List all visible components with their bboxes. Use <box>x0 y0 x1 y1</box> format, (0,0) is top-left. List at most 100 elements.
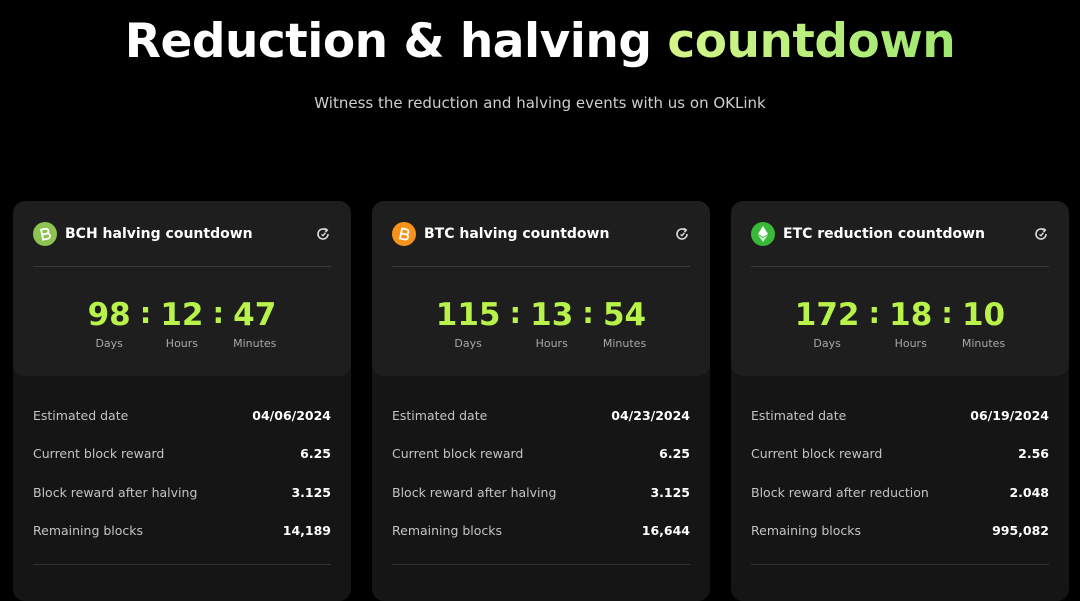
countdown: 172 Days:18 Hours:10 Minutes <box>731 295 1069 350</box>
divider <box>751 564 1049 565</box>
unit-label: Days <box>454 337 482 350</box>
info-row: Current block reward 6.25 <box>392 446 690 461</box>
title-highlight: countdown <box>667 14 956 69</box>
countdown: 115 Days:13 Hours:54 Minutes <box>372 295 710 350</box>
card-header: BTC halving countdown <box>392 222 690 246</box>
countdown-unit: 172 Days <box>795 295 860 350</box>
info-row: Current block reward 2.56 <box>751 446 1049 461</box>
separator: : <box>941 296 953 330</box>
title-text: Reduction & halving <box>124 14 652 69</box>
coin-icon <box>33 222 57 246</box>
info-value: 3.125 <box>291 484 331 500</box>
separator: : <box>582 296 594 330</box>
info-label: Remaining blocks <box>751 522 862 538</box>
info-value: 2.56 <box>1018 446 1049 462</box>
info-value: 16,644 <box>641 522 690 538</box>
divider <box>751 266 1049 267</box>
countdown: 98 Days:12 Hours:47 Minutes <box>13 295 351 350</box>
coin-icon <box>751 222 775 246</box>
countdown-card: BTC halving countdown 115 Days:13 Hours:54 M… <box>372 201 710 601</box>
unit-label: Days <box>813 337 841 350</box>
info-row: Remaining blocks 14,189 <box>33 523 331 538</box>
countdown-unit: 18 Hours <box>889 295 932 350</box>
divider <box>392 564 690 565</box>
card-title: BCH halving countdown <box>65 226 253 242</box>
card-top: ETC reduction countdown 172 Days:18 Hours:1… <box>731 201 1069 376</box>
unit-label: Minutes <box>602 337 647 350</box>
countdown-value: 172 <box>794 297 860 333</box>
countdown-value: 54 <box>602 297 647 333</box>
info-value: 6.25 <box>659 446 690 462</box>
countdown-card: BCH halving countdown 98 Days:12 Hours:47 Mi… <box>13 201 351 601</box>
refresh-button[interactable] <box>1033 226 1049 242</box>
page: Reduction & halving countdown Witness th… <box>0 14 1080 601</box>
countdown-value: 13 <box>530 297 574 333</box>
info-label: Block reward after reduction <box>751 484 929 500</box>
info-row: Block reward after halving 3.125 <box>33 485 331 500</box>
divider <box>33 266 331 267</box>
countdown-value: 18 <box>889 297 933 333</box>
card-top: BTC halving countdown 115 Days:13 Hours:54 M… <box>372 201 710 376</box>
info-row: Estimated date 04/06/2024 <box>33 408 331 423</box>
countdown-unit: 12 Hours <box>160 295 203 350</box>
card-header: ETC reduction countdown <box>751 222 1049 246</box>
countdown-value: 47 <box>233 297 277 333</box>
info-row: Remaining blocks 16,644 <box>392 523 690 538</box>
separator: : <box>212 296 225 330</box>
info-row: Estimated date 04/23/2024 <box>392 408 690 423</box>
countdown-unit: 115 Days <box>436 295 501 350</box>
unit-label: Hours <box>535 337 568 350</box>
unit-label: Days <box>95 337 123 350</box>
info-label: Remaining blocks <box>392 522 503 538</box>
divider <box>33 564 331 565</box>
info-label: Current block reward <box>751 446 883 462</box>
info-label: Block reward after halving <box>33 484 198 500</box>
unit-label: Hours <box>165 337 199 350</box>
separator: : <box>509 296 522 330</box>
info-value: 995,082 <box>992 522 1049 538</box>
countdown-card: ETC reduction countdown 172 Days:18 Hours:1… <box>731 201 1069 601</box>
info-label: Estimated date <box>751 408 847 423</box>
countdown-unit: 10 Minutes <box>962 295 1005 350</box>
refresh-button[interactable] <box>315 226 331 242</box>
card-title: BTC halving countdown <box>424 226 610 242</box>
info-label: Current block reward <box>33 446 165 462</box>
info-value: 6.25 <box>300 446 331 462</box>
countdown-value: 98 <box>87 297 131 333</box>
countdown-value: 115 <box>435 297 501 333</box>
divider <box>392 266 690 267</box>
card-title: ETC reduction countdown <box>783 226 985 242</box>
countdown-unit: 54 Minutes <box>603 295 646 350</box>
info-value: 2.048 <box>1009 484 1049 500</box>
card-top: BCH halving countdown 98 Days:12 Hours:47 Mi… <box>13 201 351 376</box>
info-row: Block reward after reduction 2.048 <box>751 485 1049 500</box>
info-label: Estimated date <box>33 408 129 423</box>
info-row: Estimated date 06/19/2024 <box>751 408 1049 423</box>
unit-label: Minutes <box>233 337 277 350</box>
coin-icon <box>392 222 416 246</box>
countdown-value: 12 <box>160 297 204 333</box>
info-label: Block reward after halving <box>392 484 557 500</box>
card-header: BCH halving countdown <box>33 222 331 246</box>
info-row: Remaining blocks 995,082 <box>751 523 1049 538</box>
countdown-unit: 47 Minutes <box>233 295 276 350</box>
page-title: Reduction & halving countdown <box>0 14 1080 69</box>
refresh-button[interactable] <box>674 226 690 242</box>
unit-label: Hours <box>894 337 927 350</box>
countdown-unit: 98 Days <box>88 295 131 350</box>
info-row: Current block reward 6.25 <box>33 446 331 461</box>
info-label: Estimated date <box>392 408 488 423</box>
info-label: Remaining blocks <box>33 522 144 538</box>
info-value: 06/19/2024 <box>970 408 1049 423</box>
subtitle: Witness the reduction and halving events… <box>314 94 766 112</box>
info-value: 14,189 <box>282 522 331 538</box>
info-value: 04/06/2024 <box>252 408 331 423</box>
info-value: 3.125 <box>650 484 690 500</box>
separator: : <box>868 296 881 330</box>
countdown-value: 10 <box>961 297 1006 333</box>
unit-label: Minutes <box>961 337 1006 350</box>
info-value: 04/23/2024 <box>611 408 690 423</box>
countdown-unit: 13 Hours <box>530 295 573 350</box>
separator: : <box>139 296 152 330</box>
info-label: Current block reward <box>392 446 524 462</box>
